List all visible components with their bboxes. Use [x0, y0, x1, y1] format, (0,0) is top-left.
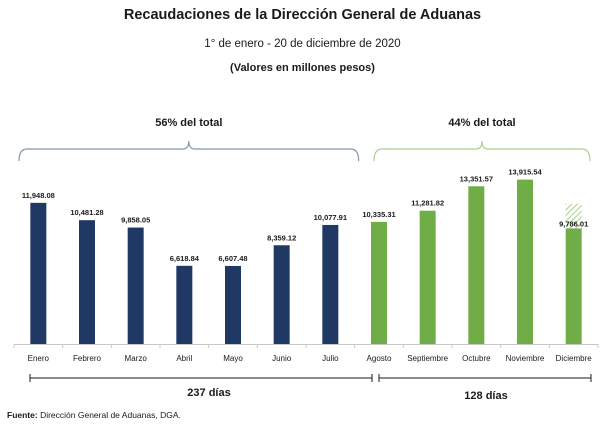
days-label-1: 237 días	[187, 387, 230, 399]
bar-julio	[322, 224, 339, 344]
chart-title: Recaudaciones de la Dirección General de…	[123, 7, 482, 23]
tick-label-septiembre: Septiembre	[407, 354, 448, 363]
bar-mayo	[225, 265, 241, 344]
data-label-diciembre: 9,786.01	[559, 219, 588, 228]
tick-label-febrero: Febrero	[73, 354, 102, 363]
bar-agosto	[371, 221, 387, 344]
data-label-agosto: 10,335.31	[362, 210, 395, 219]
source-note: Fuente: Dirección General de Aduanas, DG…	[7, 410, 181, 420]
group-braces: 56% del total 44% del total	[18, 117, 591, 162]
data-label-octubre: 13,351.57	[460, 174, 493, 183]
chart-subtitle: 1° de enero - 20 de diciembre de 2020	[204, 38, 401, 50]
group-brace-2	[373, 140, 591, 162]
data-label-enero: 11,948.08	[22, 191, 55, 200]
x-axis: Enero Febrero Marzo Abril Mayo Junio Julio Agos…	[13, 344, 599, 363]
data-label-noviembre: 13,915.54	[508, 168, 542, 177]
tick-label-julio: Julio	[322, 354, 339, 363]
bars-layer: 11,948.08 10,481.28 9,858.05 6,618.84 6,607.…	[22, 168, 588, 344]
bar-marzo	[127, 227, 144, 344]
source-label: Fuente:	[7, 410, 38, 420]
tick-label-junio: Junio	[272, 354, 292, 363]
data-label-mayo: 6,607.48	[218, 254, 247, 263]
data-label-junio: 8,359.12	[267, 233, 296, 242]
source-text: Dirección General de Aduanas, DGA.	[37, 410, 181, 420]
units-note: (Valores en millones pesos)	[230, 62, 375, 74]
bar-febrero	[79, 220, 95, 344]
bar-diciembre	[565, 228, 582, 344]
tick-label-octubre: Octubre	[462, 354, 491, 363]
tick-label-abril: Abril	[176, 354, 192, 363]
bar-septiembre	[419, 210, 436, 344]
days-label-2: 128 días	[464, 390, 507, 402]
bar-projected-diciembre	[565, 203, 582, 229]
data-label-abril: 6,618.84	[170, 254, 200, 263]
bar-enero	[30, 202, 47, 344]
group-share-label-1: 56% del total	[155, 117, 222, 129]
group-share-label-2: 44% del total	[448, 117, 515, 129]
tick-label-mayo: Mayo	[223, 354, 243, 363]
tick-label-noviembre: Noviembre	[506, 354, 545, 363]
group-brace-1	[18, 140, 360, 162]
bar-noviembre	[517, 179, 533, 344]
tick-label-diciembre: Diciembre	[556, 354, 593, 363]
tick-label-enero: Enero	[28, 354, 50, 363]
data-label-febrero: 10,481.28	[70, 208, 103, 217]
bar-octubre	[468, 186, 485, 344]
bar-abril	[176, 265, 193, 344]
data-label-julio: 10,077.91	[314, 213, 347, 222]
data-label-septiembre: 11,281.82	[411, 199, 444, 208]
tick-label-marzo: Marzo	[125, 354, 148, 363]
data-label-marzo: 9,858.05	[121, 216, 150, 225]
day-ranges: 237 días 128 días	[29, 374, 592, 402]
tick-label-agosto: Agosto	[367, 354, 392, 363]
bar-junio	[273, 245, 290, 344]
